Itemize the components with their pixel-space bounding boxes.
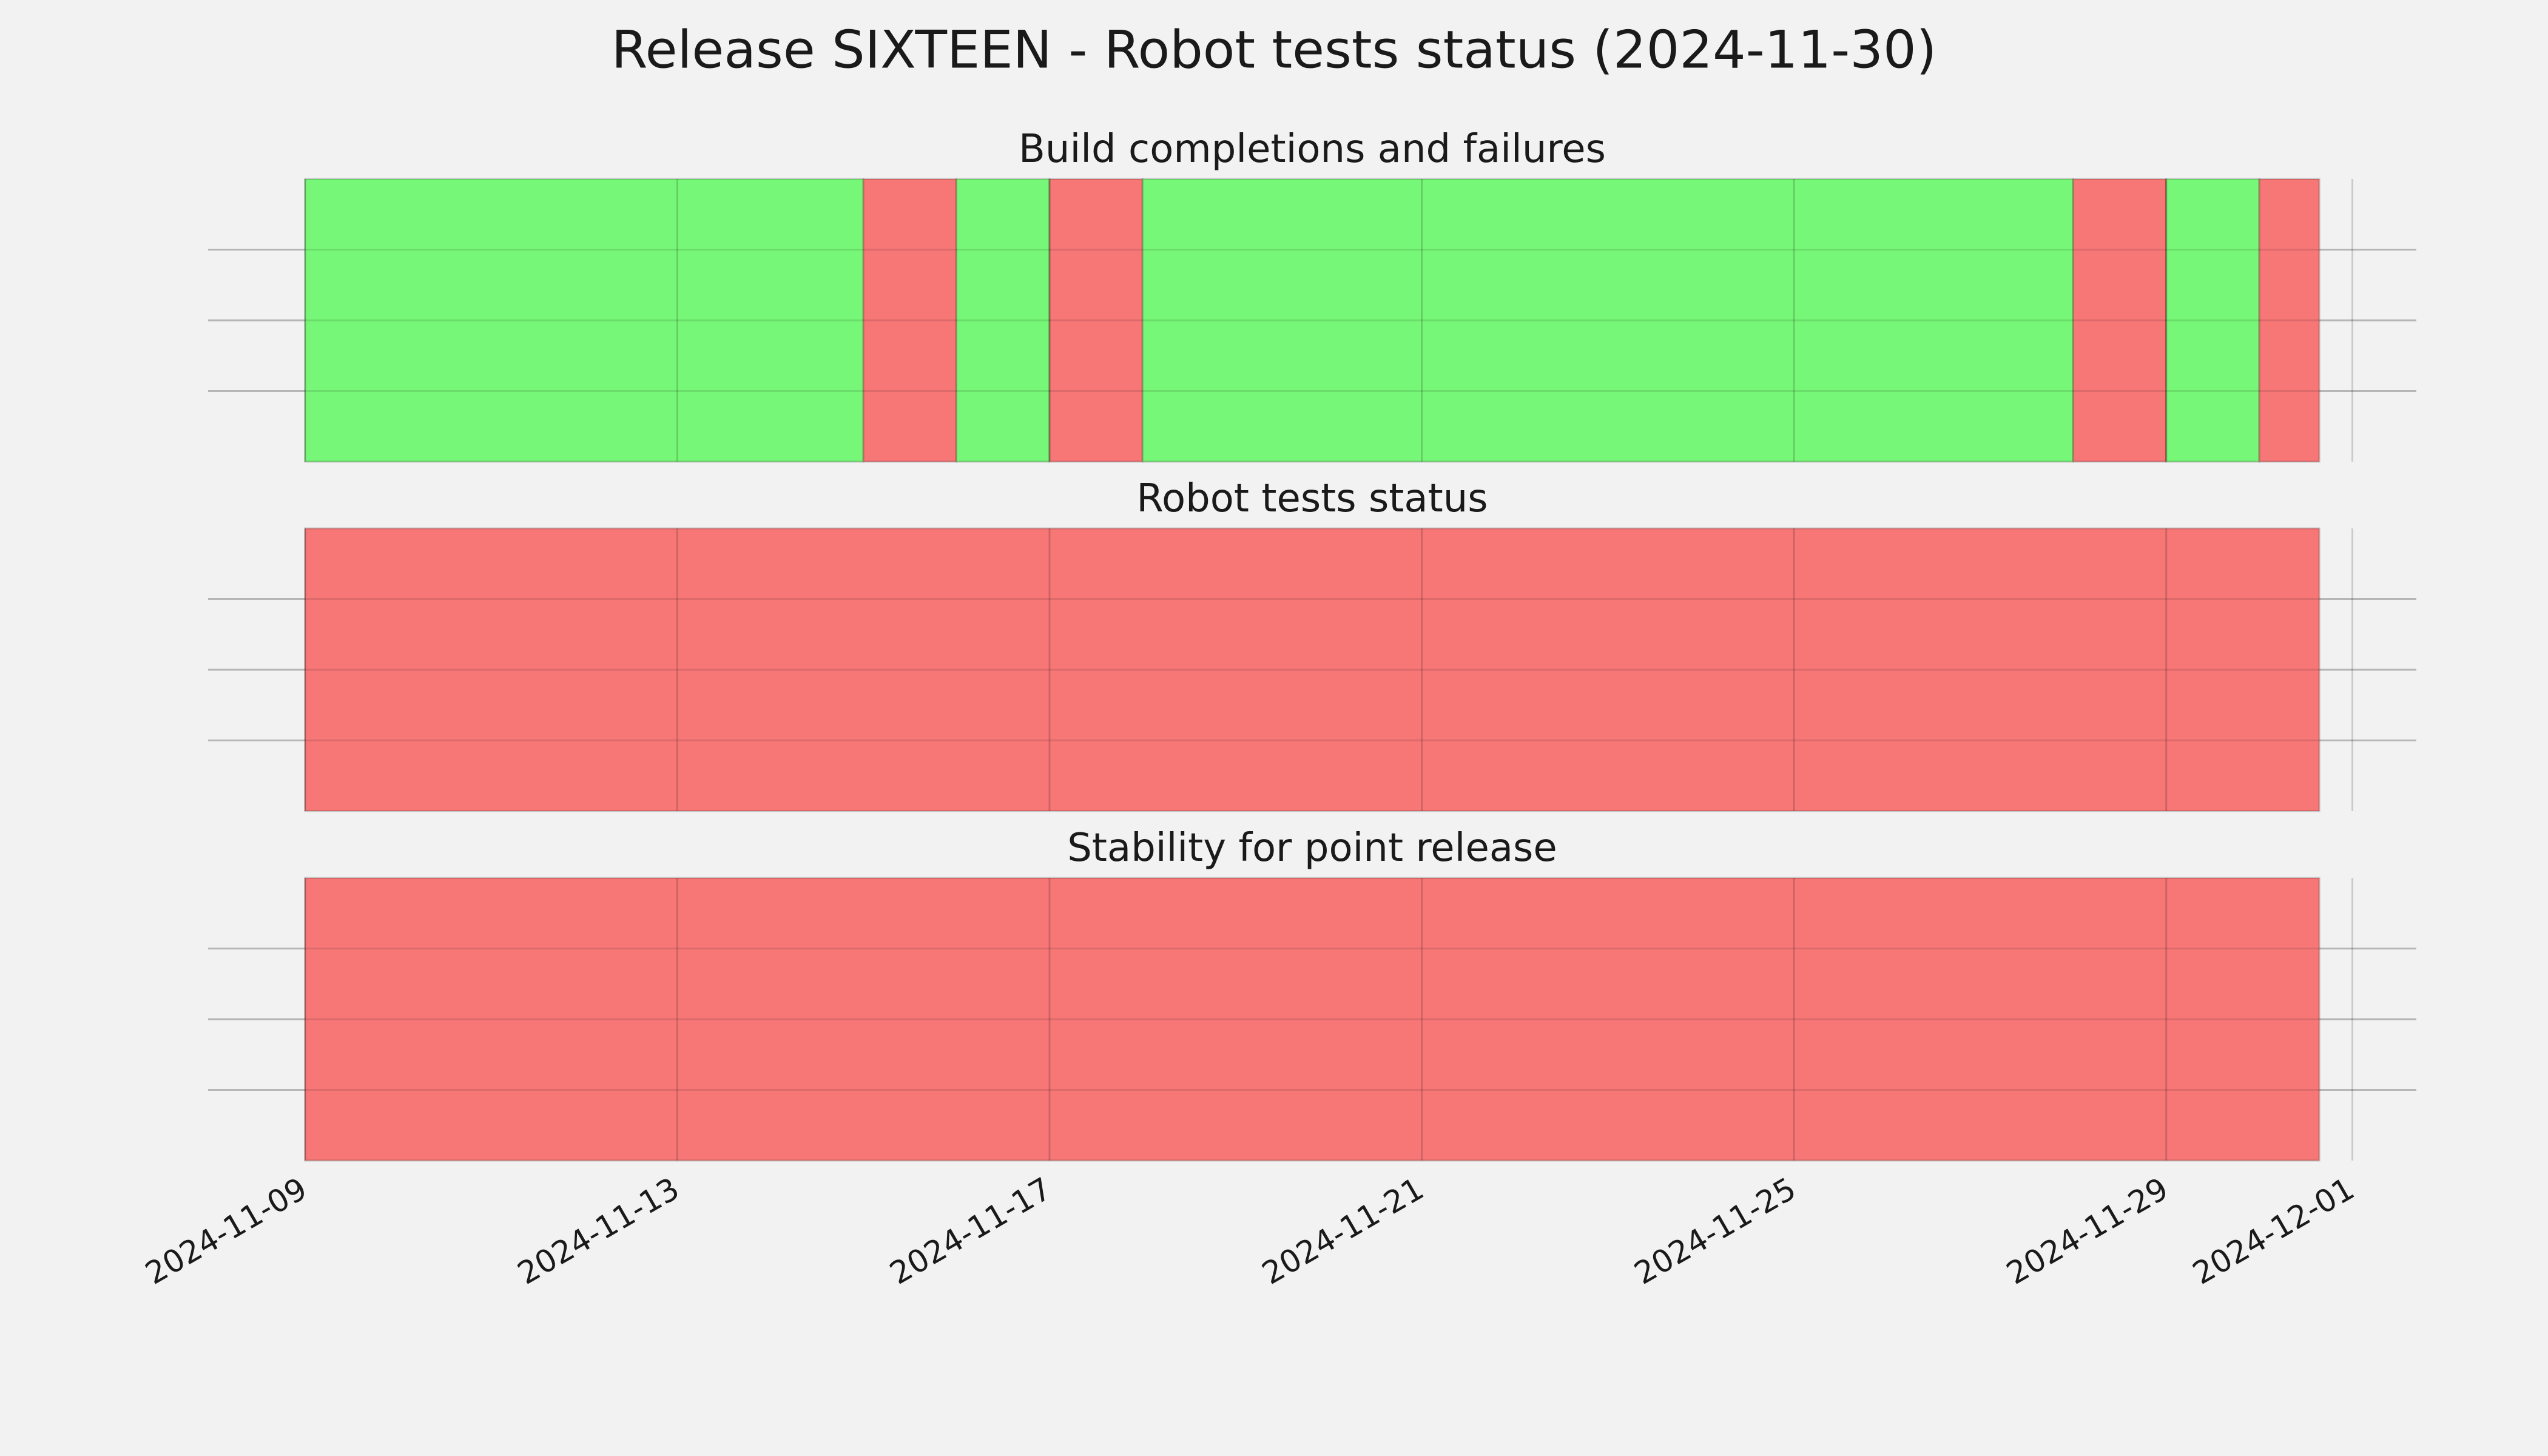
status-bar [862,178,958,463]
status-bar [304,178,864,463]
panel-title: Stability for point release [1067,826,1557,871]
status-bar [2258,178,2320,463]
status-bar [1141,178,2074,463]
status-bar [304,527,2320,812]
status-bar [2072,178,2168,463]
status-bar [304,877,2320,1162]
panel-title: Build completions and failures [1019,127,1606,172]
chart-title: Release SIXTEEN - Robot tests status (20… [612,19,1937,80]
panel-title: Robot tests status [1136,476,1488,521]
status-bar [2165,178,2260,463]
status-bar [1048,178,1144,463]
